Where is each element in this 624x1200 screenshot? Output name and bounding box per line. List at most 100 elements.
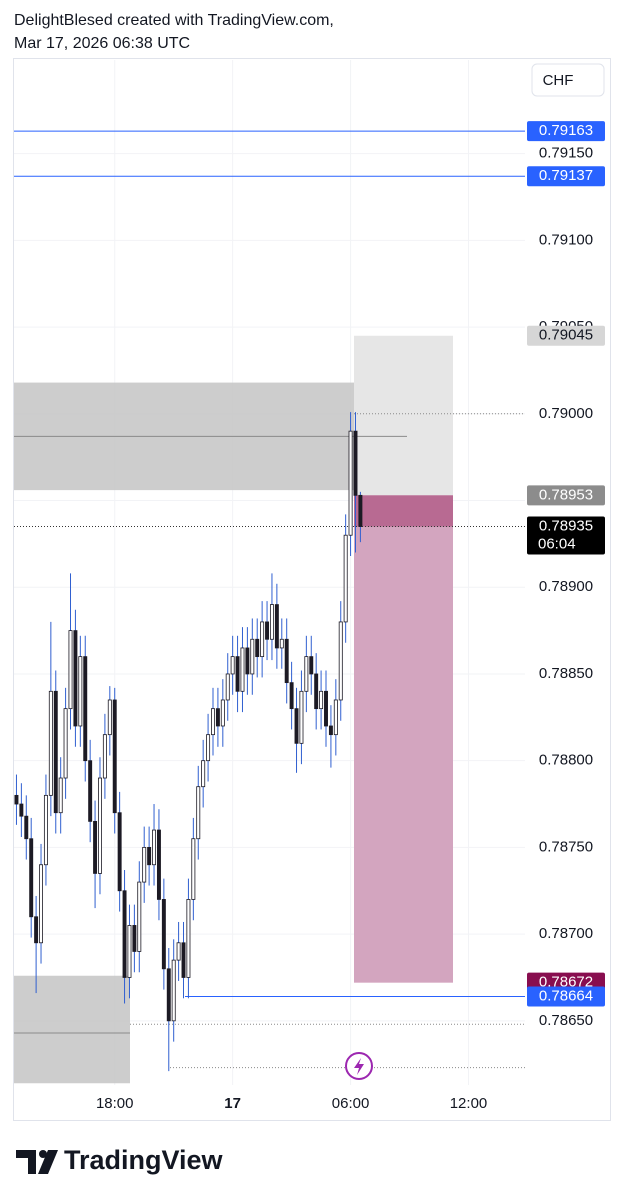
zone — [354, 495, 453, 527]
plot-area: 0.791500.791000.790500.790000.789500.789… — [14, 60, 593, 1112]
candle-body — [117, 812, 122, 892]
candle-body — [98, 777, 102, 874]
candle-body — [112, 699, 117, 814]
x-tick-label: 17 — [224, 1095, 241, 1112]
candle-body — [63, 708, 68, 779]
y-tick-label: 0.78650 — [539, 1012, 593, 1029]
candle-body — [107, 699, 112, 736]
candle-body — [176, 942, 181, 961]
candle-body — [269, 604, 274, 640]
candle-body — [206, 734, 211, 762]
candle-body — [29, 838, 34, 918]
candle-body — [314, 673, 319, 710]
y-tick-label: 0.78700 — [539, 925, 593, 942]
brand-name: TradingView — [64, 1145, 224, 1175]
candle-body — [230, 656, 235, 675]
price-badge — [527, 986, 605, 1007]
candle-body — [156, 829, 161, 900]
candle-body — [319, 690, 324, 710]
price-badge-label: 0.78672 — [539, 974, 593, 991]
price-badge-label: 0.79045 — [539, 327, 593, 344]
y-tick-label: 0.78850 — [539, 665, 593, 682]
candle-body — [245, 647, 250, 675]
candle-body — [348, 430, 353, 536]
y-tick-label: 0.79100 — [539, 231, 593, 248]
candle-body — [132, 925, 137, 952]
candle-body — [147, 846, 152, 866]
candle-body — [127, 925, 132, 978]
candle-body — [152, 829, 157, 866]
candle-body — [137, 881, 142, 952]
x-tick-label: 12:00 — [450, 1095, 488, 1112]
candle-body — [333, 699, 338, 736]
candle-body — [196, 786, 201, 840]
price-badge-label: 0.79163 — [539, 122, 593, 139]
candle-body — [53, 690, 58, 814]
y-tick-label: 0.79150 — [539, 145, 593, 162]
price-badge — [527, 325, 605, 346]
x-tick-label: 06:00 — [332, 1095, 370, 1112]
logo-part — [16, 1150, 36, 1174]
candle-body — [304, 656, 309, 692]
alert-bolt — [354, 1058, 364, 1075]
y-tick-label: 0.79000 — [539, 405, 593, 422]
candle-body — [181, 942, 186, 978]
candle-body — [215, 708, 220, 727]
candle-body — [265, 621, 270, 640]
candle-body — [58, 777, 63, 814]
candle-body — [48, 690, 53, 796]
price-badge — [527, 166, 605, 187]
currency-box[interactable] — [531, 63, 605, 97]
candle-body — [93, 820, 98, 874]
price-badge-label: 0.79137 — [539, 167, 593, 184]
candle-body — [255, 638, 260, 658]
currency: CHF — [543, 72, 574, 89]
candle-body — [235, 656, 240, 692]
candle-body — [102, 734, 107, 779]
candle-body — [88, 760, 93, 822]
logo-part — [38, 1150, 58, 1174]
candle-body — [43, 794, 48, 866]
candle-body — [225, 673, 230, 701]
candle-body — [73, 630, 78, 727]
candle-body — [34, 916, 39, 944]
candle-body — [68, 630, 73, 710]
chart-frame — [13, 58, 611, 1121]
y-tick-label: 0.78750 — [539, 838, 593, 855]
logo-part — [39, 1150, 47, 1158]
candle-body — [142, 846, 147, 883]
candle-body — [289, 682, 294, 710]
price-badge — [527, 485, 605, 506]
candle-body — [324, 690, 328, 727]
x-tick-label: 18:00 — [96, 1095, 134, 1112]
candle-body — [166, 968, 171, 1022]
candle-body — [220, 699, 225, 727]
candle-body — [343, 534, 348, 623]
candle-body — [358, 494, 363, 527]
candle-body — [14, 794, 19, 805]
candle-body — [284, 638, 289, 684]
candle-body — [78, 656, 83, 727]
candle-body — [171, 959, 176, 1022]
header-title: DelightBlesed created with TradingView.c… — [14, 12, 334, 29]
candle-body — [338, 621, 343, 701]
candle-body — [201, 760, 206, 788]
y-tick-label: 0.78900 — [539, 578, 593, 595]
candle-body — [24, 815, 29, 840]
candle-body — [328, 725, 333, 736]
candle-body — [294, 708, 299, 744]
candle-body — [161, 899, 166, 970]
candle-body — [19, 803, 24, 817]
price-badge-label: 0.78935 — [539, 518, 593, 535]
candle-body — [299, 690, 304, 744]
zone — [354, 495, 453, 983]
countdown-label: 06:04 — [538, 536, 576, 553]
alert-icon[interactable] — [345, 1052, 373, 1080]
y-tick-label: 0.78800 — [539, 752, 593, 769]
candle-body — [211, 708, 215, 736]
candle-body — [240, 647, 245, 692]
candle-body — [309, 656, 314, 675]
zone — [14, 975, 130, 1084]
